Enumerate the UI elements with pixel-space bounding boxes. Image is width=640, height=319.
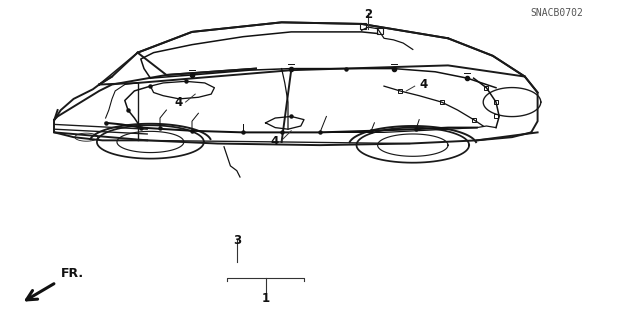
Text: SNACB0702: SNACB0702	[531, 8, 583, 18]
Bar	[377, 28, 383, 34]
Text: 4: 4	[174, 96, 182, 108]
Text: 4: 4	[270, 136, 278, 148]
Text: 3: 3	[233, 234, 241, 248]
Bar	[360, 23, 366, 29]
Text: 1: 1	[262, 292, 269, 305]
Text: 2: 2	[364, 8, 372, 21]
Text: FR.: FR.	[61, 267, 84, 280]
Text: 4: 4	[419, 78, 428, 91]
